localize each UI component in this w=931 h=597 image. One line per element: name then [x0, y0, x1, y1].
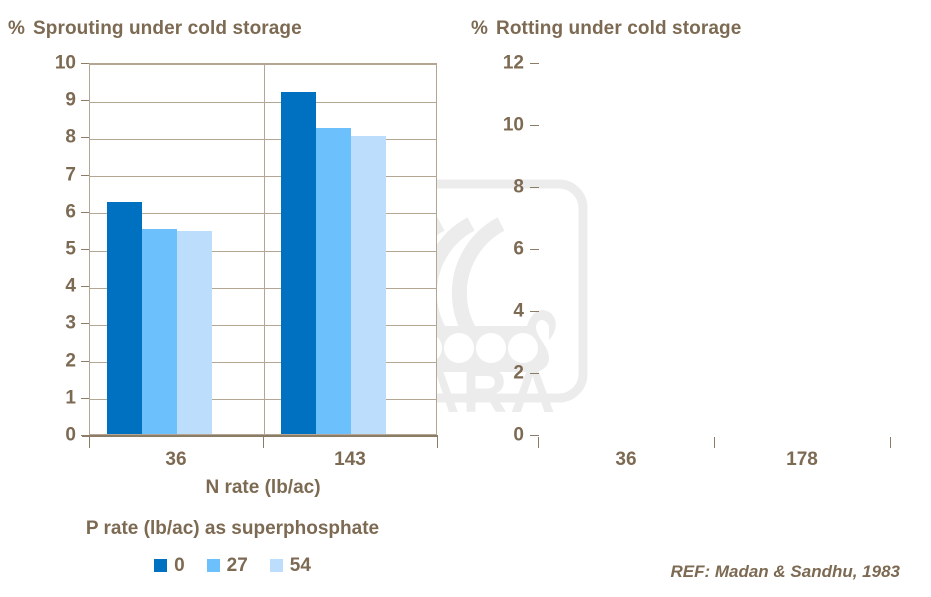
chart-title-sprouting: % Sprouting under cold storage — [8, 18, 302, 40]
y-axis-tick-label: 8 — [513, 176, 524, 198]
y-axis-tick-label: 7 — [65, 164, 76, 186]
percent-symbol: % — [471, 18, 488, 39]
y-axis-tick-mark — [530, 373, 539, 374]
legend-swatch-54 — [269, 559, 283, 572]
legend-title: P rate (lb/ac) as superphosphate — [85, 518, 380, 539]
chart-panel-rotting: %Rotting under cold storage N rate (lb/a… — [466, 0, 931, 597]
y-axis-tick-label: 8 — [65, 126, 76, 148]
y-axis-tick-label: 0 — [65, 424, 76, 446]
x-axis-tick-mark — [538, 437, 539, 448]
plot-area-sprouting — [89, 63, 437, 435]
gridline — [90, 176, 436, 178]
x-axis-tick-mark — [890, 437, 891, 448]
y-axis-tick-label: 3 — [65, 312, 76, 334]
y-axis-tick-mark — [81, 360, 90, 362]
x-axis-tick-mark — [263, 437, 264, 448]
y-axis-tick-mark — [81, 211, 90, 213]
y-axis-tick-mark — [81, 63, 90, 64]
y-axis-tick-mark — [81, 286, 90, 288]
x-axis-tick-mark — [89, 437, 90, 448]
legend-item[interactable]: 0 — [154, 556, 185, 575]
y-axis-tick-label: 9 — [65, 89, 76, 111]
y-axis-tick-label: 6 — [513, 238, 524, 260]
legend-item[interactable]: 54 — [269, 555, 311, 576]
y-axis-tick-label: 2 — [513, 362, 524, 384]
y-axis-tick-mark — [530, 63, 539, 64]
x-axis-tick-label: 178 — [786, 449, 818, 470]
y-axis-tick-label: 0 — [513, 424, 524, 446]
y-axis-tick-mark — [81, 174, 90, 176]
x-axis-title-sprouting: N rate (lb/ac) — [205, 477, 321, 498]
y-axis-tick-label: 1 — [65, 387, 76, 409]
gridline — [90, 362, 436, 364]
y-axis-tick-label: 10 — [54, 52, 76, 74]
gridline — [90, 399, 436, 401]
bar[interactable] — [142, 229, 177, 434]
gridline — [90, 138, 436, 140]
y-axis-tick-mark — [81, 100, 90, 102]
y-axis-tick-label: 2 — [65, 350, 76, 372]
y-axis-tick-mark — [81, 323, 90, 325]
bar[interactable] — [281, 91, 316, 434]
legend-label-0: 0 — [174, 555, 185, 576]
y-axis-tick-mark — [530, 187, 539, 188]
x-axis-tick-label: 143 — [334, 449, 366, 470]
y-axis-tick-label: 4 — [65, 275, 76, 297]
y-axis-tick-label: 12 — [502, 52, 524, 74]
x-axis-tick-mark — [437, 437, 438, 448]
legend-item[interactable]: 27 — [206, 555, 248, 576]
percent-symbol: % — [8, 18, 25, 39]
x-axis-line-sprouting — [82, 435, 438, 437]
legend-swatch-27 — [206, 559, 220, 572]
gridline — [90, 213, 436, 215]
legend-label-54: 54 — [289, 555, 311, 576]
gridline — [90, 250, 436, 252]
category-divider — [264, 65, 265, 434]
y-axis-tick-mark — [81, 397, 90, 399]
bar[interactable] — [177, 230, 212, 434]
legend: 0 27 54 — [0, 556, 465, 575]
x-axis-tick-label: 36 — [615, 449, 637, 470]
y-axis-tick-mark — [81, 137, 90, 139]
reference-citation: REF: Madan & Sandhu, 1983 — [670, 562, 900, 581]
y-axis-tick-mark — [530, 435, 539, 436]
x-axis-tick-mark — [714, 437, 715, 448]
y-axis-tick-label: 4 — [513, 300, 524, 322]
y-axis-tick-label: 6 — [65, 201, 76, 223]
y-axis-tick-mark — [530, 125, 539, 126]
gridline — [90, 324, 436, 326]
chart-title-rotting: % Rotting under cold storage — [471, 18, 741, 40]
y-axis-tick-mark — [81, 249, 90, 250]
y-axis-tick-label: 5 — [65, 238, 76, 260]
gridline — [90, 287, 436, 289]
y-axis-tick-label: 10 — [502, 114, 524, 136]
chart-panel-sprouting: % Sprouting under cold storage N rate (lb… — [0, 0, 465, 597]
y-axis-tick-mark — [530, 249, 539, 250]
legend-swatch-0 — [154, 559, 168, 572]
y-axis-tick-mark — [530, 311, 539, 312]
bar[interactable] — [316, 128, 351, 434]
x-axis-tick-label: 36 — [165, 449, 187, 470]
bar[interactable] — [107, 201, 142, 434]
bar[interactable] — [351, 136, 386, 434]
chart-title-text: Sprouting under cold storage — [33, 18, 302, 39]
chart-title-text: Rotting under cold storage — [496, 18, 742, 39]
legend-label-27: 27 — [226, 555, 248, 576]
gridline — [90, 101, 436, 103]
